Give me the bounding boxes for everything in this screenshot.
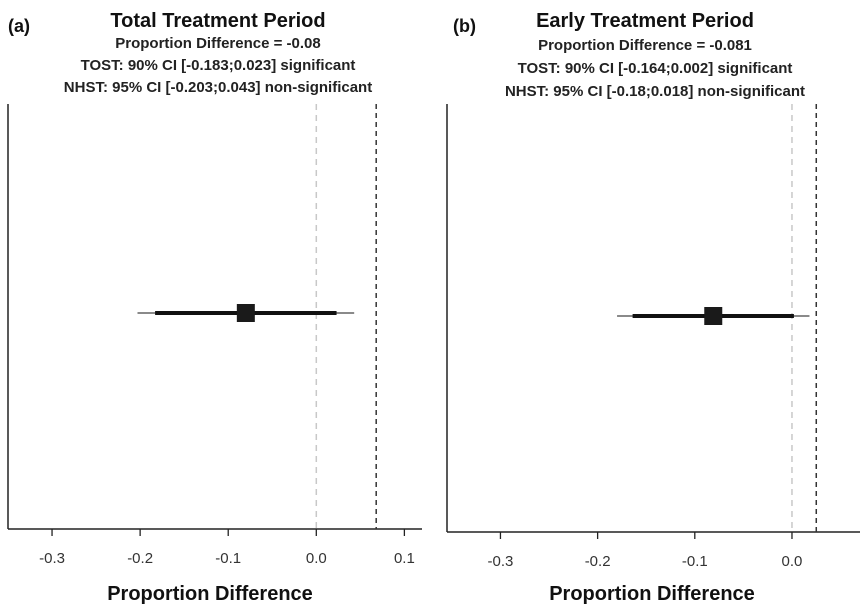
panel-a-subtitle-2: TOST: 90% CI [-0.183;0.023] significant (81, 57, 356, 74)
panel-a-x-tick-label: 0.1 (394, 550, 415, 567)
panel-b-subtitle-1: Proportion Difference = -0.081 (538, 37, 752, 54)
panel-a-subtitle-1: Proportion Difference = -0.08 (115, 35, 320, 52)
panel-a-x-tick-label: -0.2 (127, 550, 153, 567)
panel-b-x-tick-label: 0.0 (782, 553, 803, 570)
panel-b-x-ticks: -0.3 -0.2 -0.1 0.0 (488, 532, 803, 570)
panel-b: (b) Early Treatment Period Proportion Di… (446, 10, 860, 604)
panel-b-label: (b) (453, 16, 476, 36)
panel-a-label: (a) (8, 16, 30, 36)
panel-a-x-axis-label: Proportion Difference (107, 583, 313, 604)
panel-b-subtitle-2: TOST: 90% CI [-0.164;0.002] significant (518, 60, 793, 77)
panel-a: (a) Total Treatment Period Proportion Di… (7, 10, 422, 604)
panel-b-x-axis-label: Proportion Difference (549, 583, 755, 604)
panel-a-x-tick-label: -0.3 (39, 550, 65, 567)
panel-b-x-tick-label: -0.1 (682, 553, 708, 570)
panel-b-x-tick-label: -0.3 (488, 553, 514, 570)
panel-b-x-tick-label: -0.2 (585, 553, 611, 570)
panel-a-title: Total Treatment Period (110, 10, 325, 32)
panel-b-title: Early Treatment Period (536, 10, 754, 32)
panel-a-point-estimate (236, 304, 255, 322)
panel-a-x-ticks: -0.3 -0.2 -0.1 0.0 0.1 (39, 529, 415, 567)
panel-a-subtitle-3: NHST: 95% CI [-0.203;0.043] non-signific… (64, 79, 372, 96)
panel-a-x-tick-label: -0.1 (215, 550, 241, 567)
panel-b-subtitle-3: NHST: 95% CI [-0.18;0.018] non-significa… (505, 83, 805, 100)
panel-b-point-estimate (704, 307, 723, 325)
panel-a-x-tick-label: 0.0 (306, 550, 327, 567)
